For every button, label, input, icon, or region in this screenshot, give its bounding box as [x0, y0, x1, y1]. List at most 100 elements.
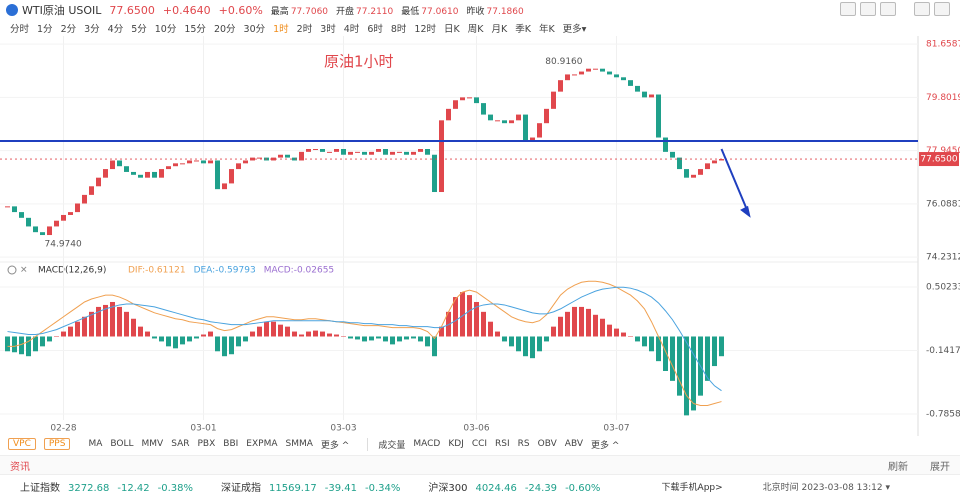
- indicator-tab[interactable]: MA: [88, 439, 103, 449]
- indicator-tab[interactable]: CCI: [471, 439, 488, 449]
- timeframe-tab[interactable]: 4时: [343, 24, 360, 35]
- indicator-tab[interactable]: 成交量: [367, 437, 405, 451]
- candle: [579, 71, 584, 75]
- timeframe-tab[interactable]: 5分: [131, 24, 147, 35]
- index-name: 沪深300: [428, 482, 468, 494]
- macd-bar: [278, 324, 283, 337]
- news-title[interactable]: 资讯: [10, 461, 30, 473]
- stat-value: 77.1860: [486, 6, 524, 17]
- macd-bar: [54, 336, 59, 337]
- y-tick-label: -0.78580: [926, 409, 960, 419]
- timeframe-tab[interactable]: 季K: [515, 24, 531, 35]
- indicator-tab[interactable]: EXPMA: [246, 439, 278, 449]
- app-link[interactable]: 下载手机App>: [661, 482, 723, 493]
- candle: [453, 100, 458, 109]
- macd-bar: [138, 326, 143, 337]
- timeframe-tab[interactable]: 分时: [10, 24, 30, 35]
- macd-bar: [691, 336, 696, 411]
- candle: [327, 151, 332, 153]
- timeframe-tab[interactable]: 月K: [491, 24, 508, 35]
- candle: [61, 214, 66, 221]
- indicator-tab[interactable]: MACD: [413, 439, 441, 449]
- timeframe-tab[interactable]: 更多▾: [562, 24, 587, 35]
- macd-bar: [488, 321, 493, 337]
- indicator-tab[interactable]: RS: [517, 439, 530, 449]
- macd-bar: [558, 316, 563, 337]
- indices: 上证指数 3272.68 -12.42 -0.38% 深证成指 11569.17 -39.4…: [0, 479, 600, 494]
- candle: [89, 186, 94, 195]
- x-tick-label: 03-01: [190, 424, 216, 434]
- x-tick-label: 03-03: [330, 424, 356, 434]
- indicator-tab[interactable]: BBI: [223, 439, 239, 449]
- timeframe-tab[interactable]: 2时: [296, 24, 313, 35]
- candle: [558, 80, 563, 92]
- expand[interactable]: 展开: [930, 461, 950, 473]
- candle: [621, 77, 626, 81]
- timeframe-tab[interactable]: 6时: [367, 24, 383, 35]
- tool-button[interactable]: [934, 1, 950, 16]
- indicator-tab[interactable]: ABV: [564, 439, 583, 449]
- candle: [348, 151, 353, 155]
- indicator-tag[interactable]: VPC: [8, 438, 36, 450]
- indicator-tab[interactable]: PBX: [197, 439, 216, 449]
- tool-button[interactable]: [914, 1, 930, 16]
- candle: [173, 163, 178, 167]
- timeframe-tab[interactable]: 3时: [320, 24, 336, 35]
- macd-bar: [572, 306, 577, 337]
- stat-label: 开盘: [336, 6, 355, 17]
- candle: [663, 137, 668, 152]
- close-icon[interactable]: ✕: [20, 266, 28, 276]
- indicator-tab[interactable]: 更多 ^: [320, 440, 350, 451]
- candle: [313, 149, 318, 150]
- candle: [54, 220, 59, 227]
- timeframe-tab[interactable]: 1时: [273, 24, 289, 35]
- timeframe-tab[interactable]: 12时: [414, 24, 436, 35]
- timeframe-tab[interactable]: 10分: [154, 24, 177, 35]
- candle: [614, 74, 619, 78]
- indicator-tab[interactable]: RSI: [495, 439, 510, 449]
- candle: [334, 149, 339, 152]
- macd-bar: [369, 336, 374, 341]
- macd-bar: [264, 321, 269, 337]
- timeframe-tab[interactable]: 4分: [107, 24, 124, 35]
- symbol: WTI原油 USOIL: [22, 4, 102, 17]
- footer: 上证指数 3272.68 -12.42 -0.38% 深证成指 11569.17 -39.4…: [0, 476, 960, 496]
- candle: [292, 157, 297, 161]
- indicator-tab[interactable]: BOLL: [110, 439, 134, 449]
- indicator-tab[interactable]: KDJ: [448, 439, 464, 449]
- indicator-tab[interactable]: 更多 ^: [591, 440, 620, 451]
- candle: [397, 151, 402, 153]
- candle: [355, 151, 360, 153]
- timeframe-tab[interactable]: 15分: [184, 24, 206, 35]
- timeframe-tab[interactable]: 8时: [390, 24, 407, 35]
- indicator-tab[interactable]: MMV: [141, 439, 164, 449]
- header: WTI原油 USOIL 77.6500 +0.4640 +0.60% 最高 77.…: [0, 0, 960, 20]
- macd-bar: [418, 336, 423, 342]
- indicator-tab[interactable]: OBV: [537, 439, 557, 449]
- timeframe-tab[interactable]: 3分: [84, 24, 100, 35]
- timeframe-tab[interactable]: 30分: [243, 24, 266, 35]
- macd-bar: [33, 336, 38, 352]
- timeframe-tab[interactable]: 2分: [60, 24, 77, 35]
- x-tick-label: 03-07: [603, 424, 629, 434]
- y-tick-label: 76.0881: [926, 199, 960, 209]
- tool-button[interactable]: [879, 1, 896, 16]
- tool-button[interactable]: [859, 1, 876, 16]
- macd-bar: [712, 336, 717, 367]
- indicator-tag[interactable]: PPS: [43, 438, 71, 450]
- candle: [131, 171, 136, 175]
- refresh[interactable]: 刷新: [888, 461, 908, 473]
- timeframe-tab[interactable]: 1分: [37, 24, 53, 35]
- timeframe-tab[interactable]: 年K: [538, 24, 555, 35]
- last-price-box: [919, 152, 959, 167]
- timeframe-tab[interactable]: 日K: [444, 24, 460, 35]
- tool-button[interactable]: [839, 1, 856, 16]
- indicator-tab[interactable]: SAR: [171, 439, 190, 449]
- candle: [124, 166, 129, 172]
- candle: [194, 160, 199, 162]
- timeframe-tab[interactable]: 20分: [213, 24, 236, 35]
- indicator-tab[interactable]: SMMA: [285, 439, 313, 449]
- timeframe-tab[interactable]: 周K: [467, 24, 484, 35]
- hide-icon[interactable]: [7, 265, 17, 275]
- macd-bar: [614, 328, 619, 337]
